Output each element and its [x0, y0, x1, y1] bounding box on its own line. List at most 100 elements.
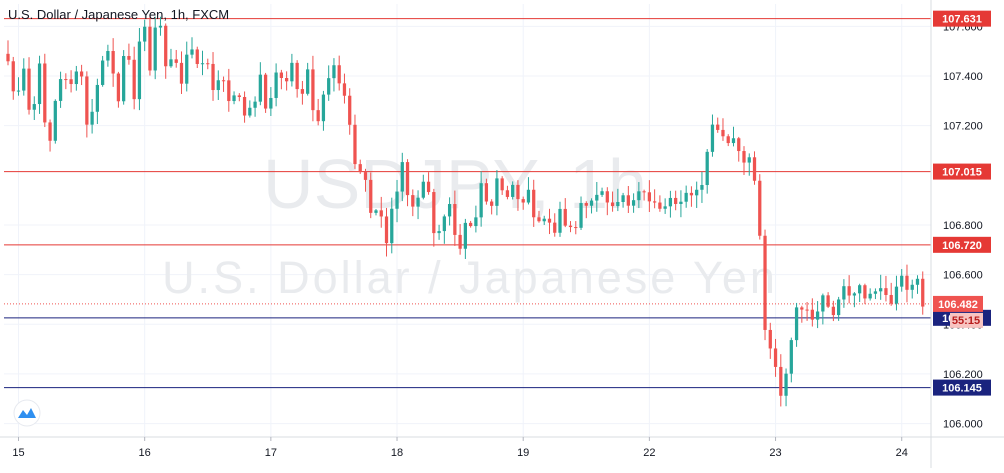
y-tick-label: 106.800 — [943, 220, 983, 232]
x-tick-label: 22 — [643, 447, 655, 459]
countdown-label: 55:15 — [952, 315, 980, 327]
candle-body — [915, 278, 920, 285]
candle-body — [700, 185, 704, 190]
candle-body — [521, 199, 525, 203]
candle-body — [174, 59, 178, 63]
y-tick-label: 107.200 — [943, 121, 983, 133]
candle-body — [758, 180, 762, 236]
level-badge — [933, 379, 991, 396]
candle-body — [363, 172, 368, 180]
candle-body — [479, 183, 483, 218]
candle-body — [810, 309, 814, 320]
candle-body — [342, 83, 347, 96]
candle-body — [595, 194, 599, 201]
candle-body — [143, 26, 147, 42]
x-tick-label: 23 — [769, 447, 781, 459]
candle-body — [321, 94, 326, 122]
watermark: USDJPY, 1h U.S. Dollar / Japanese Yen — [162, 145, 775, 303]
candle-body — [663, 206, 667, 209]
candle-body — [547, 218, 552, 223]
candle-body — [74, 71, 78, 85]
candle-body — [668, 197, 673, 207]
candle-body — [773, 348, 778, 367]
current-price-badge — [933, 295, 983, 312]
candle-body — [689, 192, 694, 196]
candle-body — [658, 202, 662, 209]
candle-body — [127, 56, 131, 60]
candle-body — [269, 97, 273, 109]
candle-body — [626, 195, 630, 206]
candle-body — [526, 189, 531, 203]
candle-body — [442, 216, 446, 232]
candle-body — [116, 73, 121, 102]
candle-body — [369, 179, 373, 213]
tradingview-logo-icon[interactable] — [13, 399, 41, 427]
candle-body — [563, 208, 567, 226]
chart-title: U.S. Dollar / Japanese Yen, 1h, FXCM — [8, 7, 229, 22]
candle-body — [532, 189, 536, 218]
candle-body — [95, 84, 100, 112]
price-axis[interactable]: 106.000106.200106.400106.600106.800107.2… — [943, 21, 983, 430]
candle-body — [11, 61, 15, 92]
candle-body — [27, 68, 31, 110]
candle-body — [53, 100, 57, 141]
candle-body — [910, 284, 914, 290]
candle-body — [85, 76, 89, 125]
candle-body — [647, 192, 652, 202]
candle-body — [384, 216, 389, 244]
candle-body — [905, 275, 909, 290]
candle-body — [447, 204, 452, 217]
candle-body — [737, 138, 741, 152]
candle-body — [836, 299, 841, 316]
candle-body — [742, 151, 746, 163]
candle-body — [490, 201, 494, 206]
candle-body — [164, 25, 168, 67]
y-tick-label: 106.000 — [943, 419, 983, 431]
candle-body — [584, 203, 588, 206]
candle-body — [889, 294, 893, 304]
candle-body — [610, 202, 615, 207]
candle-body — [16, 90, 21, 92]
candle-body — [852, 293, 857, 296]
candle-body — [437, 231, 441, 234]
candle-body — [695, 189, 699, 196]
candle-body — [132, 59, 136, 100]
candle-body — [137, 41, 142, 100]
candle-body — [158, 25, 163, 28]
x-tick-label: 15 — [12, 447, 24, 459]
candle-body — [784, 373, 788, 396]
candle-body — [873, 291, 878, 294]
candle-body — [868, 293, 872, 299]
candle-body — [652, 201, 657, 203]
price-badges: 107.631107.015106.720106.426106.145106.4… — [933, 10, 991, 396]
candle-body — [216, 80, 220, 91]
candle-body — [863, 285, 867, 299]
candle-body — [794, 307, 799, 341]
level-badge — [933, 236, 991, 253]
candle-body — [32, 104, 36, 110]
candle-body — [558, 208, 562, 233]
candle-body — [500, 178, 504, 191]
level-badge-label: 106.720 — [942, 240, 982, 252]
candle-body — [185, 54, 189, 84]
x-tick-label: 17 — [265, 447, 277, 459]
candle-body — [721, 129, 725, 137]
candle-body — [884, 288, 888, 295]
candle-body — [111, 51, 115, 74]
candle-body — [242, 96, 247, 116]
candle-body — [710, 124, 715, 152]
candle-body — [763, 235, 767, 330]
candle-body — [637, 191, 641, 201]
candle-body — [300, 89, 305, 94]
candle-body — [221, 80, 226, 82]
candle-body — [253, 101, 257, 108]
candle-body — [684, 192, 688, 202]
candle-body — [432, 192, 436, 234]
candle-body — [279, 72, 284, 78]
time-axis[interactable]: 15 16 17 18 19 22 23 24 — [12, 437, 908, 459]
candle-body — [426, 181, 431, 193]
candle-body — [395, 191, 399, 209]
candle-body — [600, 191, 604, 195]
